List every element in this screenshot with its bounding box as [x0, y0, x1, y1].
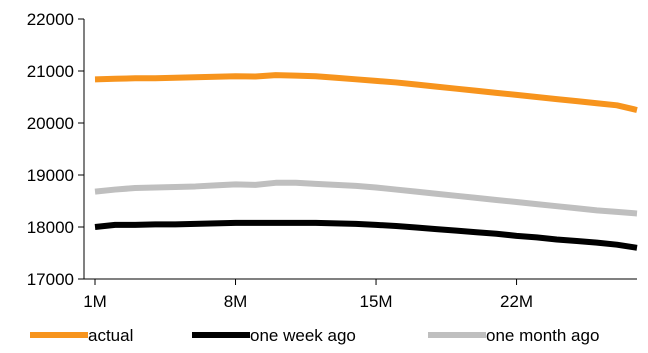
legend-label: actual	[88, 326, 133, 345]
y-tick-label: 19000	[27, 166, 74, 185]
series-line-actual	[94, 72, 638, 113]
x-tick-label: 1M	[83, 292, 107, 311]
legend-label: one week ago	[250, 326, 356, 345]
legend: actual one week ago one month ago	[30, 326, 599, 345]
y-tick-label: 18000	[27, 218, 74, 237]
y-tick-label: 21000	[27, 62, 74, 81]
x-tick-label: 15M	[359, 292, 392, 311]
legend-label: one month ago	[486, 326, 599, 345]
axes: 17000 18000 19000 20000 21000 22000 1M 8M 15M 22M	[27, 10, 637, 311]
y-tick-label: 22000	[27, 10, 74, 29]
series-line-one-month-ago	[94, 179, 638, 217]
x-tick-label: 8M	[224, 292, 248, 311]
series-line-one-week-ago	[94, 219, 638, 251]
x-tick-label: 22M	[500, 292, 533, 311]
y-tick-label: 20000	[27, 114, 74, 133]
y-tick-label: 17000	[27, 270, 74, 289]
series-group	[94, 72, 638, 251]
